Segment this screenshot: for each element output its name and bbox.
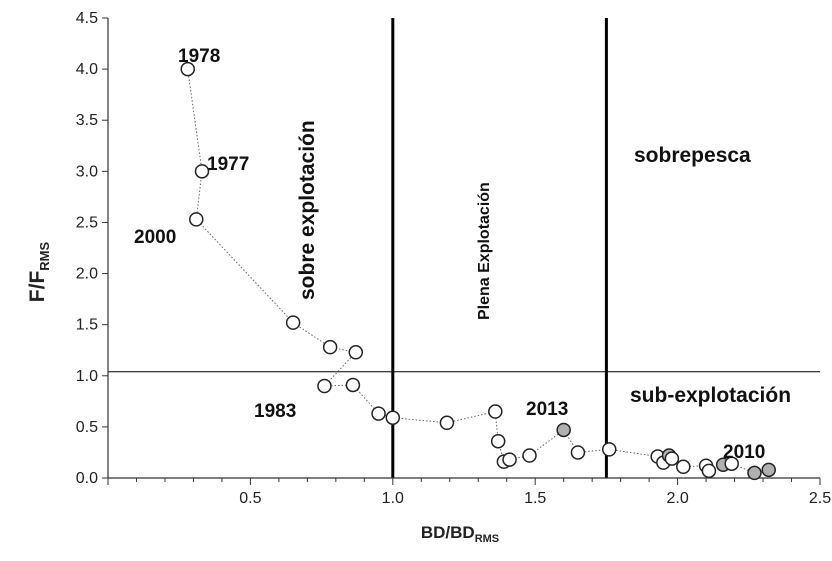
y-tick-label: 2.5	[76, 214, 98, 231]
y-tick-label: 1.5	[76, 317, 98, 334]
data-point	[676, 459, 691, 475]
y-axis-title: F/FRMS	[26, 241, 52, 302]
data-point	[747, 465, 762, 481]
data-point	[348, 345, 364, 360]
axes: 0.0 0.5 1.0 1.5 2.0 2.5 3.0 3.5 4.0 4.5 0.5 1.0 1.5 2…	[76, 10, 831, 507]
region-label-sub-explotacion: sub-explotación	[630, 384, 791, 407]
data-point	[194, 164, 210, 179]
data-point	[189, 212, 204, 227]
data-point	[570, 445, 586, 460]
region-label-plena-explotacion: Plena Explotación	[476, 182, 493, 320]
region-label-sobre-explotacion: sobre explotación	[296, 120, 319, 300]
y-tick-label: 4.0	[76, 61, 98, 78]
data-point	[601, 442, 617, 457]
data-point	[664, 451, 680, 466]
year-label-1977: 1977	[207, 154, 249, 175]
x-axis-label: BD/BD	[421, 523, 475, 542]
data-point	[317, 378, 332, 394]
x-tick-label: 2.0	[666, 490, 688, 507]
y-tick-label: 3.5	[76, 112, 98, 129]
data-point	[439, 415, 455, 431]
data-point	[488, 404, 503, 419]
x-axis-label-subscript: RMS	[475, 533, 499, 545]
data-point	[556, 422, 571, 438]
svg-text:F/FRMS: F/FRMS	[26, 241, 52, 302]
year-label-1983: 1983	[254, 401, 296, 422]
x-tick-label: 2.5	[809, 490, 831, 507]
y-axis-label-subscript: RMS	[37, 241, 52, 270]
data-point	[180, 61, 195, 77]
y-tick-label: 0.5	[76, 419, 98, 436]
data-point	[285, 315, 301, 330]
reference-lines	[108, 18, 820, 478]
x-tick-label: 1.5	[524, 490, 546, 507]
data-points	[180, 61, 776, 481]
data-point	[701, 463, 717, 479]
data-point	[724, 456, 739, 471]
year-label-1978: 1978	[178, 46, 220, 67]
year-label-2000: 2000	[134, 227, 176, 248]
x-tick-label: 0.5	[239, 490, 261, 507]
y-axis-label: F/F	[26, 271, 49, 303]
y-tick-label: 1.0	[76, 368, 98, 385]
region-label-sobrepesca: sobrepesca	[634, 144, 751, 167]
year-label-2010: 2010	[723, 442, 765, 463]
data-point	[522, 448, 537, 463]
data-point	[345, 377, 361, 393]
y-tick-label: 2.0	[76, 266, 98, 283]
annotations: sobre explotación Plena Explotación sobr…	[134, 46, 791, 463]
data-point	[322, 339, 338, 355]
x-tick-label: 1.0	[382, 490, 404, 507]
data-point	[371, 406, 386, 421]
y-tick-label: 0.0	[76, 470, 98, 487]
y-tick-label: 4.5	[76, 10, 98, 27]
svg-text:BD/BDRMS: BD/BDRMS	[421, 523, 499, 545]
y-tick-label: 3.0	[76, 163, 98, 180]
data-point	[385, 410, 401, 425]
data-point	[490, 433, 506, 449]
data-point	[502, 452, 517, 467]
year-label-2013: 2013	[526, 399, 568, 420]
x-axis-title: BD/BDRMS	[421, 523, 499, 545]
data-point	[761, 462, 776, 478]
